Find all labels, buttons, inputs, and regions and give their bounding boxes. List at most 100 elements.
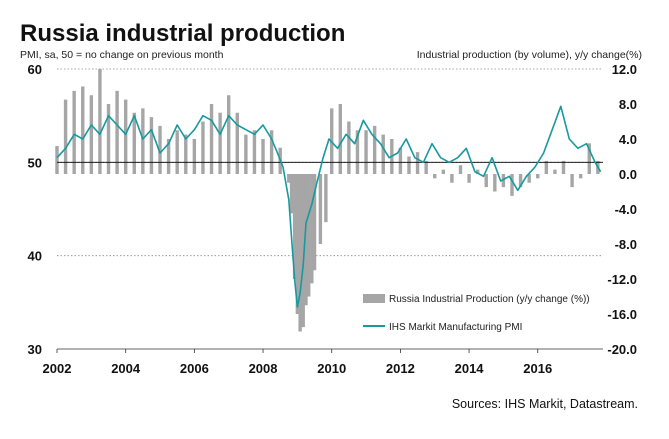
bar [287,174,291,183]
bar [132,112,136,174]
bar [475,169,480,174]
bar [501,174,506,188]
bar [81,86,85,174]
bar [561,160,566,174]
bar [218,112,222,174]
bar [261,139,265,174]
bar [149,117,154,174]
axes: 2002 2004 2006 2008 2010 2012 2014 2016 60 50 40 30… [28,62,637,376]
bar [355,130,360,174]
bar [450,174,454,183]
bar [578,174,583,179]
bar [415,152,420,174]
x-tick-label: 2004 [111,361,141,376]
source-note: Sources: IHS Markit, Datastream. [452,397,638,411]
x-tick-label: 2010 [317,361,346,376]
bar [252,130,257,174]
pmi-line [56,105,602,308]
right-tick-label: -8.0 [615,237,637,252]
bar [458,165,463,174]
bar [347,121,351,174]
left-tick-label: 30 [28,342,42,357]
bar [424,160,428,174]
bar [115,90,119,174]
bar [467,174,471,183]
bar [201,121,205,174]
bar [536,174,540,179]
bar [372,125,377,174]
x-tick-label: 2008 [249,361,278,376]
bar [553,169,557,174]
bar [235,112,239,174]
bar [398,147,403,174]
left-tick-label: 60 [28,62,42,77]
right-tick-label: 4.0 [619,132,637,147]
bar [175,130,179,174]
bar [510,174,514,196]
x-tick-label: 2016 [523,361,552,376]
bar [433,174,437,179]
bar [304,174,308,306]
legend-label-bars: Russia Industrial Production (y/y change… [389,294,590,305]
bar [184,134,188,174]
bar [324,174,328,223]
right-axis-label: Industrial production (by volume), y/y c… [417,49,642,61]
bar [63,99,68,174]
bar [544,160,549,174]
bar [407,156,411,174]
bar [318,174,323,244]
right-tick-label: -20.0 [607,342,637,357]
bar [301,174,305,328]
bar [55,146,59,174]
left-tick-label: 50 [28,155,42,170]
right-tick-label: -16.0 [607,307,637,322]
x-tick-label: 2006 [180,361,209,376]
right-tick-label: 0.0 [619,167,637,182]
bar [98,69,102,174]
bar [166,139,171,174]
bar [312,174,317,271]
left-tick-label: 40 [28,249,42,264]
legend-swatch-bars [363,294,385,303]
bar [381,134,385,174]
bar [364,130,368,174]
bar [106,104,111,174]
left-axis-label: PMI, sa, 50 = no change on previous mont… [20,49,224,61]
bar [141,108,145,174]
bar [244,134,248,174]
bar [72,90,76,174]
bar [289,174,294,214]
bar [298,174,302,332]
legend: Russia Industrial Production (y/y change… [363,294,590,333]
right-tick-label: -12.0 [607,272,637,287]
bar-series [55,69,600,332]
bar [269,130,274,174]
bar [338,104,343,174]
x-tick-label: 2014 [455,361,485,376]
x-tick-label: 2012 [386,361,415,376]
right-tick-label: 8.0 [619,97,637,112]
bar [587,143,591,174]
right-tick-label: 12.0 [612,62,637,77]
bar [527,174,531,183]
bar [226,95,231,174]
bar [295,174,300,314]
line-series [56,105,603,308]
x-tick-label: 2002 [43,361,72,376]
legend-label-line: IHS Markit Manufacturing PMI [389,322,522,333]
chart-title: Russia industrial production [20,20,345,47]
bar [310,174,314,284]
bar [518,174,523,188]
bar [292,174,297,279]
bar [123,99,128,174]
bar [493,174,497,192]
bar [209,104,214,174]
bar [192,139,197,174]
bar [307,174,311,297]
bar [484,174,488,188]
bar [570,174,574,188]
bar [89,95,94,174]
bar [158,125,162,174]
right-tick-label: -4.0 [615,202,637,217]
